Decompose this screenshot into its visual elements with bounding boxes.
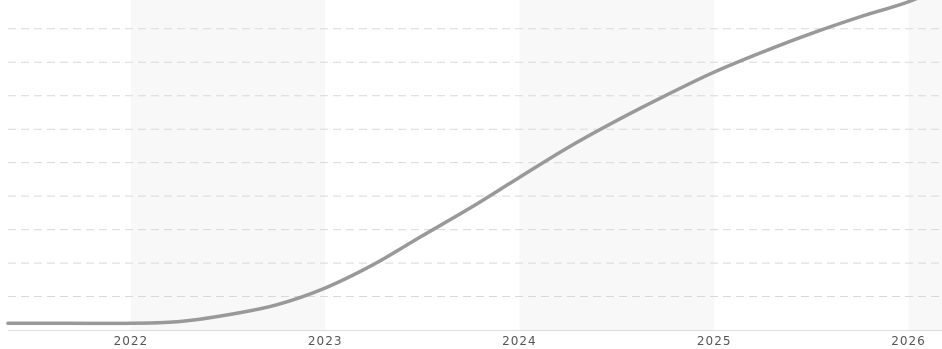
x-tick-label-2026: 2026 xyxy=(891,334,926,348)
x-tick-label-2022: 2022 xyxy=(114,334,149,348)
x-tick-label-2025: 2025 xyxy=(697,334,732,348)
series-group xyxy=(6,0,918,326)
year-band-2026 xyxy=(908,0,942,330)
x-tick-labels: 2022 2023 2024 2025 2026 xyxy=(114,334,926,348)
year-bands xyxy=(130,0,942,330)
x-tick-label-2023: 2023 xyxy=(308,334,343,348)
x-tick-label-2024: 2024 xyxy=(502,334,537,348)
series-line-0 xyxy=(6,0,918,326)
year-band-2024 xyxy=(519,0,715,330)
year-band-2022 xyxy=(130,0,326,330)
